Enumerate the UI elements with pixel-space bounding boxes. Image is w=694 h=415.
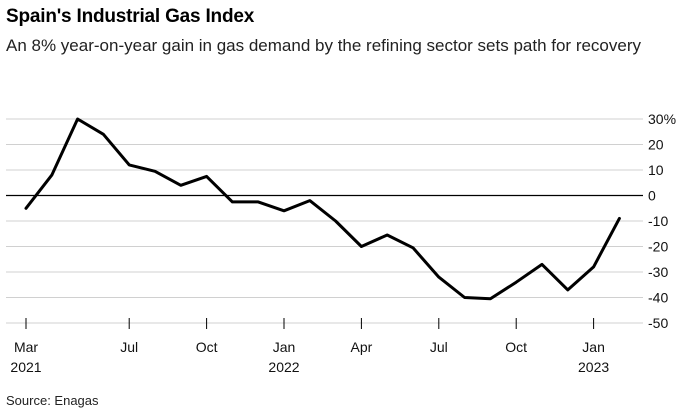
x-axis-ticks [25,318,595,329]
y-tick-label: -20 [648,239,668,255]
y-tick-label: -10 [648,213,668,229]
chart-subtitle: An 8% year-on-year gain in gas demand by… [6,36,642,55]
series-line [24,117,621,301]
x-tick-label: Apr [351,339,373,355]
source-note: Source: Enagas [6,393,99,408]
series-layer [24,117,621,301]
y-tick-label: 20 [648,137,664,153]
y-tick-label: -40 [648,290,668,306]
x-tick-label: Jul [430,339,448,355]
x-axis-labels: Mar 2021 Jul Oct Jan 2022 Apr Jul Oct Jan 2023 [10,339,609,375]
y-axis-labels: 30% 20 10 0 -10 -20 -30 -40 -50 [648,111,676,331]
x-tick-year-label: 2023 [578,359,609,375]
y-tick-label: 0 [648,188,656,204]
y-tick-label: 10 [648,162,664,178]
chart-title: Spain's Industrial Gas Index [6,6,255,27]
x-tick-label: Oct [196,339,218,355]
y-tick-label: -30 [648,264,668,280]
x-tick-label: Jan [582,339,605,355]
x-tick-label: Oct [505,339,527,355]
x-tick-year-label: 2022 [268,359,299,375]
x-tick-label: Mar [14,339,38,355]
y-tick-label: 30% [648,111,676,127]
x-tick-label: Jul [120,339,138,355]
x-tick-label: Jan [273,339,296,355]
y-tick-label: -50 [648,315,668,331]
gridlines [6,118,643,324]
x-tick-year-label: 2021 [10,359,41,375]
